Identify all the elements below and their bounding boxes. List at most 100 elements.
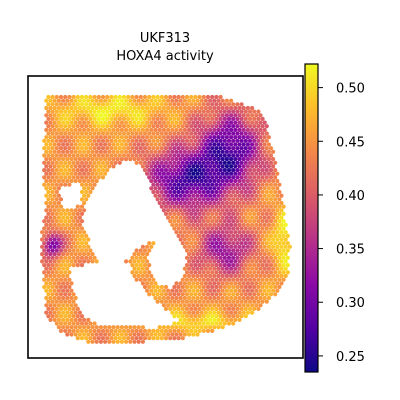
spot-point <box>159 336 164 341</box>
spot-point <box>92 109 97 114</box>
spot-point <box>231 314 236 319</box>
spot-point <box>210 168 215 173</box>
spot-point <box>67 299 72 304</box>
spot-point <box>176 321 181 326</box>
spot-point <box>168 124 173 129</box>
spot-point <box>197 197 202 202</box>
spot-point <box>63 306 68 311</box>
spot-point <box>82 237 87 242</box>
spot-point <box>145 266 150 271</box>
spot-point <box>203 127 208 132</box>
spot-point <box>86 186 91 191</box>
spot-point <box>149 171 154 176</box>
spot-point <box>166 142 171 147</box>
spot-point <box>159 299 164 304</box>
spot-point <box>182 142 187 147</box>
spot-point <box>187 178 192 184</box>
spot-point <box>174 193 179 198</box>
spot-point <box>214 321 219 326</box>
spot-point <box>266 237 271 242</box>
spot-point <box>176 284 181 290</box>
spot-point <box>75 328 80 333</box>
spot-point <box>199 157 204 162</box>
spot-point <box>216 186 221 191</box>
spot-point <box>128 127 133 132</box>
spot-point <box>61 252 66 257</box>
spot-point <box>214 160 219 165</box>
spot-point <box>67 102 72 107</box>
spot-point <box>94 332 99 337</box>
spot-point <box>166 332 171 337</box>
spot-point <box>77 98 82 103</box>
spot-point <box>210 160 215 165</box>
spot-point <box>67 109 72 114</box>
spot-point <box>128 325 133 330</box>
spot-point <box>260 124 265 129</box>
spot-point <box>245 171 250 176</box>
spot-point <box>205 248 211 253</box>
spot-point <box>52 98 57 103</box>
spot-point <box>86 339 91 344</box>
spot-point <box>103 113 108 118</box>
spot-point <box>69 281 74 286</box>
spot-point <box>142 328 148 333</box>
spot-point <box>252 189 257 195</box>
spot-point <box>271 244 276 249</box>
spot-point <box>208 295 213 301</box>
spot-point <box>69 127 74 132</box>
spot-point <box>130 263 135 268</box>
spot-point <box>247 241 253 246</box>
spot-point <box>159 146 164 151</box>
spot-point <box>149 120 154 125</box>
spot-point <box>63 168 68 173</box>
spot-point <box>88 248 93 253</box>
spot-point <box>250 273 255 279</box>
spot-point <box>69 259 74 264</box>
spot-point <box>264 153 269 158</box>
spot-point <box>157 186 162 191</box>
spot-point <box>212 98 217 103</box>
spot-point <box>52 164 57 169</box>
chart-subtitle: HOXA4 activity <box>116 49 214 64</box>
spot-point <box>191 295 196 301</box>
spot-point <box>275 200 280 206</box>
spot-point <box>86 325 91 330</box>
spot-point <box>231 131 236 136</box>
spot-point <box>220 325 225 330</box>
spot-point <box>157 325 162 330</box>
spot-point <box>266 135 271 140</box>
spot-point <box>214 263 219 268</box>
spot-point <box>258 244 263 249</box>
spot-point <box>48 142 53 147</box>
spot-point <box>252 138 257 143</box>
spot-point <box>243 116 248 121</box>
spot-point <box>153 120 158 125</box>
spot-point <box>73 237 78 242</box>
spot-point <box>71 241 76 246</box>
spot-point <box>216 200 221 206</box>
spot-point <box>65 303 70 308</box>
spot-point <box>86 252 91 257</box>
spot-point <box>65 222 70 227</box>
spot-point <box>103 142 108 147</box>
spot-point <box>69 252 74 257</box>
spot-point <box>233 171 238 176</box>
spot-point <box>208 164 213 169</box>
spot-point <box>231 292 236 297</box>
spot-point <box>218 197 223 202</box>
spot-point <box>105 153 110 158</box>
spot-point <box>52 281 57 286</box>
spot-point <box>52 252 57 257</box>
spot-point <box>50 204 55 209</box>
spot-point <box>44 215 49 220</box>
spot-point <box>69 222 74 227</box>
spot-point <box>44 193 49 198</box>
spot-point <box>216 317 221 322</box>
spot-point <box>182 120 187 125</box>
spot-point <box>239 306 244 311</box>
spot-point <box>176 168 181 173</box>
spot-point <box>235 219 240 224</box>
spot-point <box>132 259 137 264</box>
spot-point <box>77 171 82 176</box>
